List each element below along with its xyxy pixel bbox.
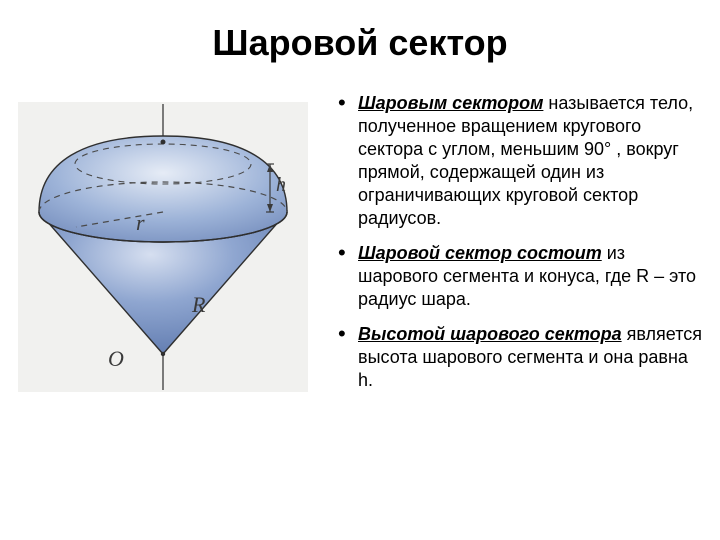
label-o: O [108, 346, 124, 372]
definition-column: Шаровым сектором называется тело, получе… [318, 92, 702, 404]
diagram-panel: h r R O [18, 102, 308, 392]
list-item: Высотой шарового сектора является высота… [336, 323, 702, 392]
term: Шаровым сектором [358, 93, 543, 113]
definition-text: называется тело, полученное вращением кр… [358, 93, 693, 228]
term: Высотой шарового сектора [358, 324, 622, 344]
page-title: Шаровой сектор [0, 0, 720, 92]
figure-container: h r R O [18, 92, 318, 402]
label-big-r: R [192, 292, 205, 318]
definition-list: Шаровым сектором называется тело, получе… [336, 92, 702, 392]
label-h: h [276, 174, 286, 197]
list-item: Шаровой сектор состоит из шарового сегме… [336, 242, 702, 311]
list-item: Шаровым сектором называется тело, получе… [336, 92, 702, 230]
label-r: r [136, 210, 145, 236]
term: Шаровой сектор состоит [358, 243, 602, 263]
spherical-sector-diagram [18, 102, 308, 392]
content-row: h r R O Шаровым сектором называется тело… [0, 92, 720, 404]
